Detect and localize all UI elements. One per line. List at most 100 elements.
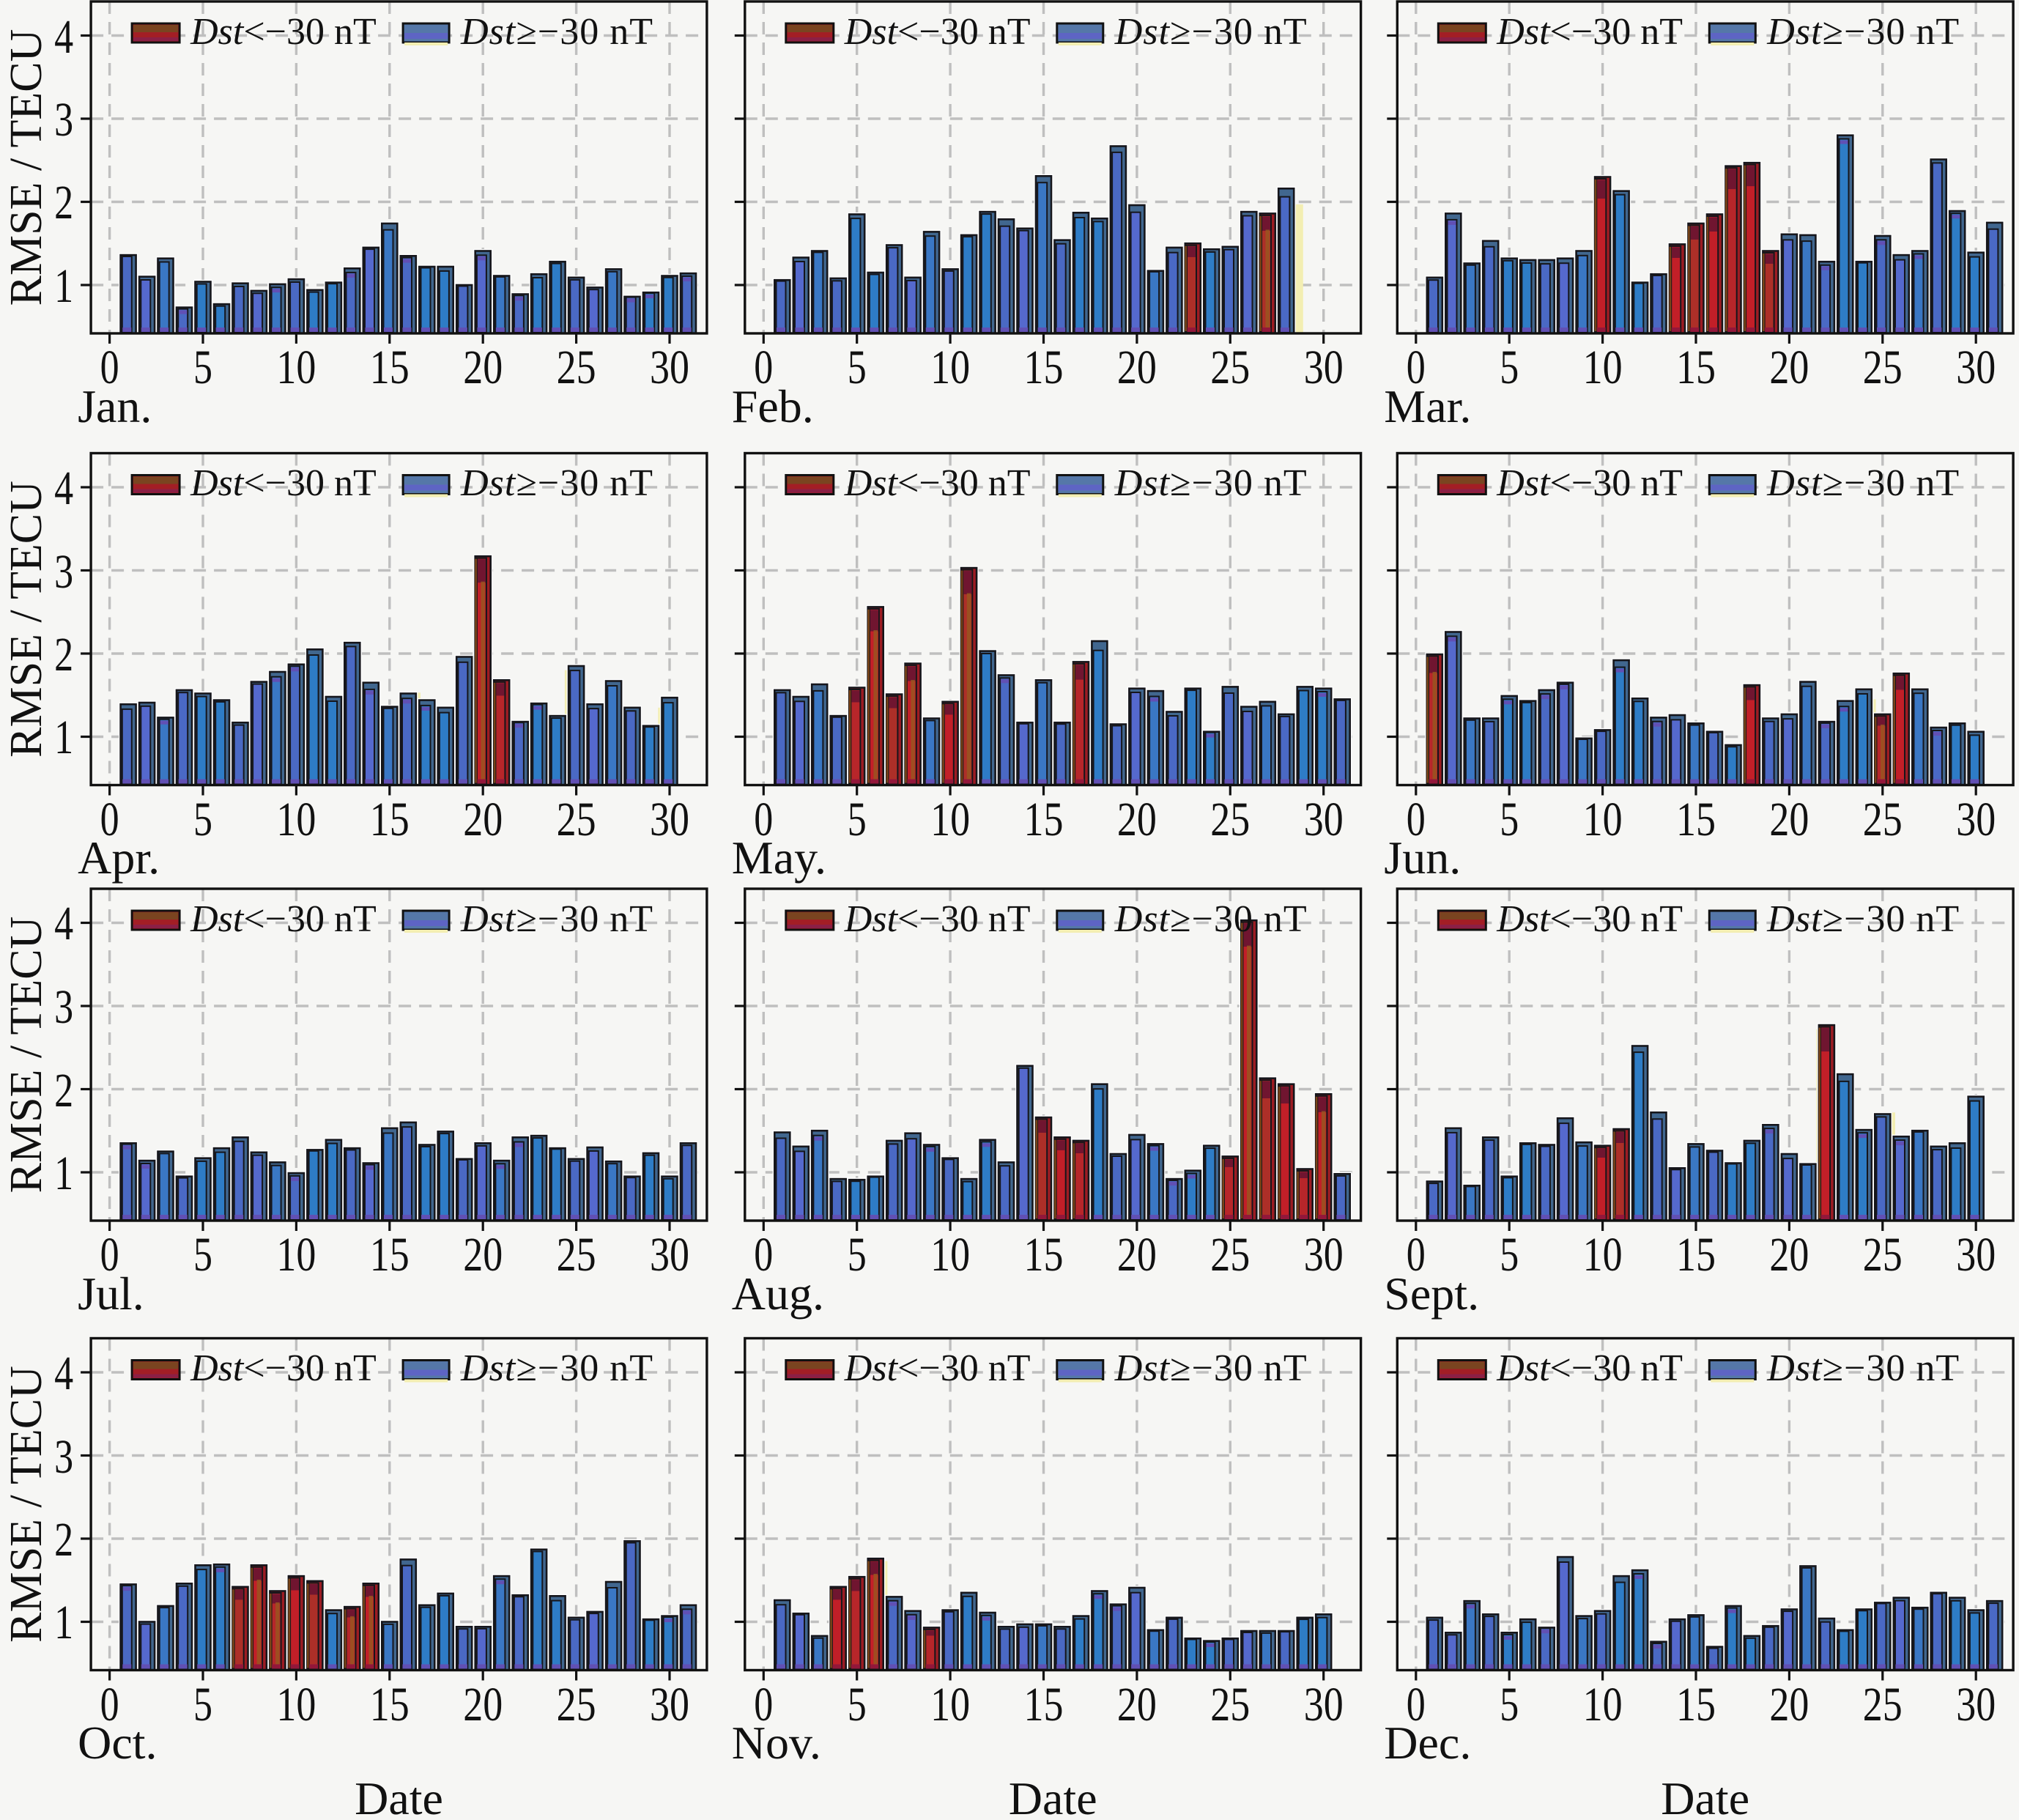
svg-text:1: 1 — [54, 259, 73, 313]
svg-text:1: 1 — [54, 711, 73, 764]
svg-text:Dst≥−30 nT: Dst≥−30 nT — [460, 898, 653, 940]
svg-text:5: 5 — [193, 1228, 212, 1281]
svg-text:2: 2 — [54, 176, 73, 229]
svg-text:0: 0 — [100, 1678, 119, 1731]
svg-text:Dst≥−30 nT: Dst≥−30 nT — [1114, 898, 1308, 940]
svg-text:Dst≥−30 nT: Dst≥−30 nT — [1114, 462, 1308, 504]
svg-text:4: 4 — [54, 897, 73, 950]
svg-text:10: 10 — [276, 341, 316, 394]
svg-text:5: 5 — [848, 341, 867, 394]
svg-text:5: 5 — [1500, 793, 1519, 846]
svg-text:Dst≥−30 nT: Dst≥−30 nT — [1766, 898, 1960, 940]
svg-text:Sept.: Sept. — [1384, 1268, 1479, 1320]
svg-text:2: 2 — [54, 1513, 73, 1566]
svg-text:20: 20 — [1117, 793, 1157, 846]
svg-text:RMSE / TECU: RMSE / TECU — [1, 917, 51, 1194]
svg-text:Jul.: Jul. — [78, 1268, 144, 1320]
svg-text:1: 1 — [54, 1147, 73, 1200]
svg-text:15: 15 — [1024, 1228, 1064, 1281]
svg-text:20: 20 — [463, 793, 503, 846]
svg-text:20: 20 — [463, 1678, 503, 1731]
svg-text:4: 4 — [54, 10, 73, 64]
svg-text:3: 3 — [54, 545, 73, 599]
svg-text:5: 5 — [193, 793, 212, 846]
svg-text:3: 3 — [54, 93, 73, 147]
svg-text:Date: Date — [355, 1772, 443, 1820]
svg-text:25: 25 — [557, 793, 596, 846]
svg-text:5: 5 — [1500, 1678, 1519, 1731]
svg-text:0: 0 — [100, 341, 119, 394]
svg-text:15: 15 — [1024, 341, 1064, 394]
svg-text:30: 30 — [650, 341, 689, 394]
svg-text:Dec.: Dec. — [1384, 1717, 1471, 1769]
svg-text:0: 0 — [100, 793, 119, 846]
svg-text:15: 15 — [1024, 1678, 1064, 1731]
svg-text:RMSE / TECU: RMSE / TECU — [1, 481, 51, 758]
svg-text:Nov.: Nov. — [732, 1717, 821, 1769]
svg-text:Dst≥−30 nT: Dst≥−30 nT — [460, 1347, 653, 1389]
svg-text:30: 30 — [650, 1228, 689, 1281]
svg-text:5: 5 — [848, 1228, 867, 1281]
svg-text:Dst≥−30 nT: Dst≥−30 nT — [1114, 11, 1308, 53]
svg-text:Dst≥−30 nT: Dst≥−30 nT — [1766, 462, 1960, 504]
svg-text:Dst<−30 nT: Dst<−30 nT — [1496, 898, 1683, 940]
svg-text:Dst<−30 nT: Dst<−30 nT — [844, 11, 1031, 53]
svg-text:25: 25 — [1863, 341, 1903, 394]
svg-text:0: 0 — [1407, 1678, 1426, 1731]
svg-text:Date: Date — [1009, 1772, 1097, 1820]
svg-text:Dst≥−30 nT: Dst≥−30 nT — [460, 11, 653, 53]
svg-text:3: 3 — [54, 1430, 73, 1484]
svg-text:0: 0 — [754, 341, 773, 394]
svg-text:RMSE / TECU: RMSE / TECU — [1, 29, 51, 306]
svg-text:25: 25 — [557, 341, 596, 394]
svg-text:5: 5 — [848, 1678, 867, 1731]
svg-text:Dst<−30 nT: Dst<−30 nT — [1496, 1347, 1683, 1389]
svg-text:0: 0 — [1407, 793, 1426, 846]
svg-text:25: 25 — [1210, 1678, 1250, 1731]
svg-text:0: 0 — [754, 793, 773, 846]
svg-text:30: 30 — [1304, 341, 1344, 394]
svg-text:5: 5 — [1500, 341, 1519, 394]
svg-text:25: 25 — [1210, 793, 1250, 846]
svg-text:30: 30 — [1304, 793, 1344, 846]
svg-text:4: 4 — [54, 462, 73, 515]
svg-text:10: 10 — [276, 1678, 316, 1731]
svg-text:15: 15 — [1676, 341, 1716, 394]
svg-text:Dst<−30 nT: Dst<−30 nT — [844, 898, 1031, 940]
svg-text:10: 10 — [930, 341, 970, 394]
svg-text:10: 10 — [1583, 341, 1623, 394]
svg-text:15: 15 — [1676, 1678, 1716, 1731]
svg-text:May.: May. — [732, 832, 826, 884]
svg-text:Dst≥−30 nT: Dst≥−30 nT — [460, 462, 653, 504]
svg-text:Date: Date — [1661, 1772, 1749, 1820]
svg-text:20: 20 — [463, 1228, 503, 1281]
svg-text:25: 25 — [1863, 1678, 1903, 1731]
svg-text:15: 15 — [370, 793, 410, 846]
svg-text:Dst<−30 nT: Dst<−30 nT — [190, 462, 377, 504]
svg-text:Dst≥−30 nT: Dst≥−30 nT — [1766, 1347, 1960, 1389]
svg-text:10: 10 — [276, 793, 316, 846]
svg-text:15: 15 — [1024, 793, 1064, 846]
svg-text:1: 1 — [54, 1596, 73, 1649]
svg-text:Oct.: Oct. — [78, 1717, 157, 1769]
svg-text:Jun.: Jun. — [1384, 832, 1461, 884]
svg-text:10: 10 — [1583, 1678, 1623, 1731]
svg-text:30: 30 — [650, 1678, 689, 1731]
svg-text:0: 0 — [754, 1678, 773, 1731]
svg-text:0: 0 — [100, 1228, 119, 1281]
svg-text:20: 20 — [463, 341, 503, 394]
svg-text:20: 20 — [1769, 793, 1809, 846]
svg-text:Dst<−30 nT: Dst<−30 nT — [190, 11, 377, 53]
svg-text:15: 15 — [370, 341, 410, 394]
svg-text:20: 20 — [1117, 1228, 1157, 1281]
svg-text:Mar.: Mar. — [1384, 380, 1471, 432]
svg-text:10: 10 — [1583, 1228, 1623, 1281]
svg-text:Dst≥−30 nT: Dst≥−30 nT — [1766, 11, 1960, 53]
svg-text:Dst<−30 nT: Dst<−30 nT — [1496, 462, 1683, 504]
svg-text:5: 5 — [193, 341, 212, 394]
svg-text:30: 30 — [1304, 1228, 1344, 1281]
svg-text:Feb.: Feb. — [732, 380, 814, 432]
svg-text:0: 0 — [1407, 341, 1426, 394]
svg-text:Dst≥−30 nT: Dst≥−30 nT — [1114, 1347, 1308, 1389]
svg-text:30: 30 — [1956, 1678, 1996, 1731]
